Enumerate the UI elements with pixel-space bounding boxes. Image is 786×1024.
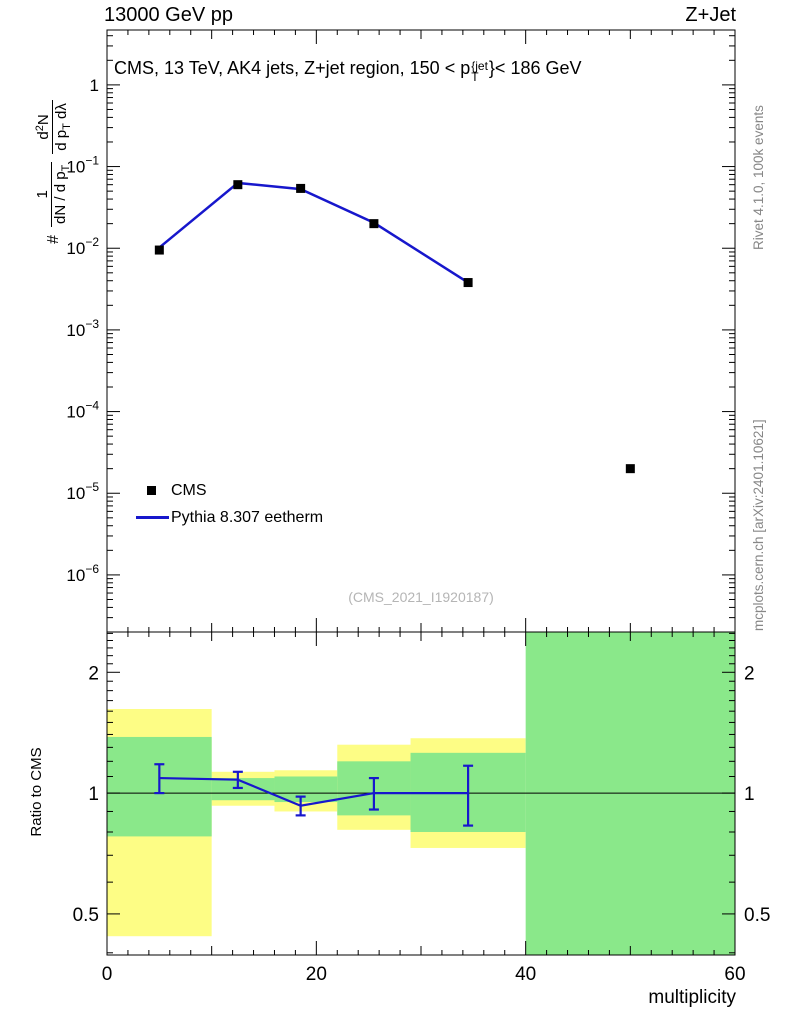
legend: CMS Pythia 8.307 eetherm — [136, 477, 323, 531]
analysis-id-watermark: (CMS_2021_I1920187) — [348, 589, 494, 605]
y-tick-label: 10−4 — [66, 399, 99, 422]
ratio-tick-label-left: 1 — [88, 784, 99, 805]
collision-energy-label: 13000 GeV pp — [104, 4, 233, 26]
top-panel-frame — [106, 29, 736, 633]
ratio-tick-label-left: 0.5 — [73, 905, 99, 926]
ratio-tick-label-right: 0.5 — [744, 905, 770, 926]
ratio-curve — [154, 763, 474, 827]
pythia-prediction-line — [158, 181, 469, 284]
fraction-numerator: 1 — [33, 161, 52, 227]
ratio-tick-label-right: 2 — [744, 663, 755, 684]
mc-uncertainty-band-green — [274, 776, 338, 803]
ratio-pythia-line — [159, 776, 469, 807]
legend-label-cms: CMS — [171, 481, 207, 499]
x-tick-label: 0 — [102, 964, 113, 985]
y-tick-label: 10−6 — [66, 562, 99, 585]
pt-jet-superscript: {jet — [471, 59, 488, 73]
ylabel-hash: # — [45, 234, 62, 244]
ratio-y-axis-label: Ratio to CMS — [28, 747, 45, 837]
legend-label-pythia: Pythia 8.307 eetherm — [171, 508, 324, 526]
ylabel-differential-fraction: d2N d pT dλ — [32, 100, 76, 154]
axis-tick-labels: 110−110−210−310−410−510−60.5 0.51 12 20 20 40… — [66, 76, 770, 985]
legend-item-cms: CMS — [136, 477, 323, 504]
rivet-version-note: Rivet 4.1.0, 100k events — [751, 105, 766, 250]
pythia-line-marker-icon — [136, 516, 169, 519]
y-tick-label: 10−2 — [66, 235, 99, 258]
mc-uncertainty-band-green — [211, 778, 275, 801]
y-tick-label: 1 — [90, 76, 99, 95]
cms-data-point — [233, 180, 243, 190]
cms-data-point — [296, 183, 306, 193]
x-tick-label: 20 — [306, 964, 327, 985]
cms-square-marker-icon — [147, 486, 156, 495]
x-axis-label: multiplicity — [648, 987, 736, 1008]
axis-ticks — [106, 30, 736, 955]
pt-jet-script-stack: {jet T — [471, 59, 488, 84]
process-label: Z+Jet — [685, 4, 736, 26]
y-tick-label: 10−1 — [66, 154, 99, 177]
cms-data-point — [154, 245, 164, 255]
fraction-numerator: d2N — [32, 100, 53, 154]
plot-title-prefix: CMS, 13 TeV, AK4 jets, Z+jet region, 150… — [114, 58, 471, 78]
cms-data-point — [625, 464, 635, 474]
legend-item-pythia: Pythia 8.307 eetherm — [136, 504, 323, 531]
x-tick-label: 60 — [724, 964, 745, 985]
fraction-denominator: dN / d pT — [51, 164, 72, 224]
plot-title-suffix: }< 186 GeV — [488, 58, 582, 78]
cms-data-point — [463, 278, 473, 288]
top-y-axis-label: # 1 dN / d pT d2N d pT dλ — [8, 28, 100, 316]
fraction-denominator: d pT dλ — [53, 103, 73, 151]
cms-data-point — [369, 219, 379, 229]
y-tick-label: 10−5 — [66, 480, 99, 503]
x-tick-label: 40 — [515, 964, 536, 985]
ylabel-normalization-fraction: 1 dN / d pT — [33, 161, 75, 227]
ratio-tick-label-left: 2 — [88, 663, 99, 684]
ratio-tick-label-right: 1 — [744, 784, 755, 805]
mcplots-citation-note: mcplots.cern.ch [arXiv:2401.10621] — [751, 419, 766, 631]
plot-title: CMS, 13 TeV, AK4 jets, Z+jet region, 150… — [114, 58, 582, 83]
y-tick-label: 10−3 — [66, 317, 99, 340]
pt-subscript: T — [471, 70, 479, 84]
